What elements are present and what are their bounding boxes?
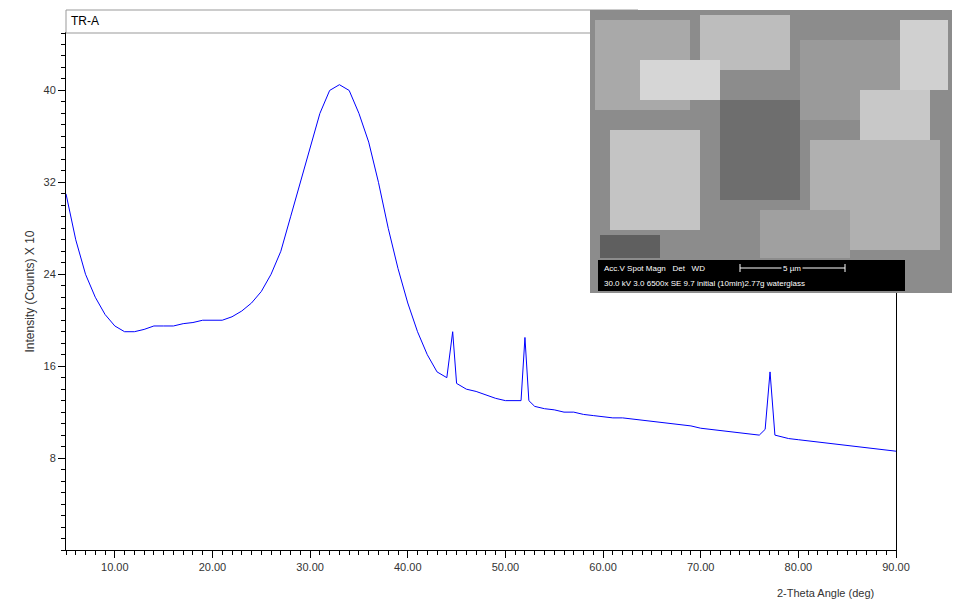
svg-text:24: 24 (44, 268, 56, 280)
svg-text:90.00: 90.00 (882, 561, 910, 573)
svg-text:Intensity (Counts) X 10: Intensity (Counts) X 10 (23, 230, 37, 352)
svg-text:40.00: 40.00 (394, 561, 422, 573)
svg-text:10.00: 10.00 (101, 561, 129, 573)
svg-text:32: 32 (44, 176, 56, 188)
svg-text:80.00: 80.00 (785, 561, 813, 573)
svg-text:TR-A: TR-A (71, 14, 99, 28)
svg-text:20.00: 20.00 (199, 561, 227, 573)
svg-text:30.00: 30.00 (296, 561, 324, 573)
svg-text:Acc.V Spot Magn Det WD: Acc.V Spot Magn Det WD (604, 264, 705, 273)
svg-text:40: 40 (44, 84, 56, 96)
svg-text:60.00: 60.00 (589, 561, 617, 573)
svg-text:70.00: 70.00 (687, 561, 715, 573)
svg-text:30.0 kV 3.0 6500x SE 9.7 initi: 30.0 kV 3.0 6500x SE 9.7 initial (10min)… (604, 279, 805, 288)
svg-text:2-Theta Angle (deg): 2-Theta Angle (deg) (777, 587, 874, 599)
svg-text:5 µm: 5 µm (783, 264, 801, 273)
svg-text:50.00: 50.00 (492, 561, 520, 573)
svg-text:8: 8 (50, 452, 56, 464)
svg-text:16: 16 (44, 360, 56, 372)
